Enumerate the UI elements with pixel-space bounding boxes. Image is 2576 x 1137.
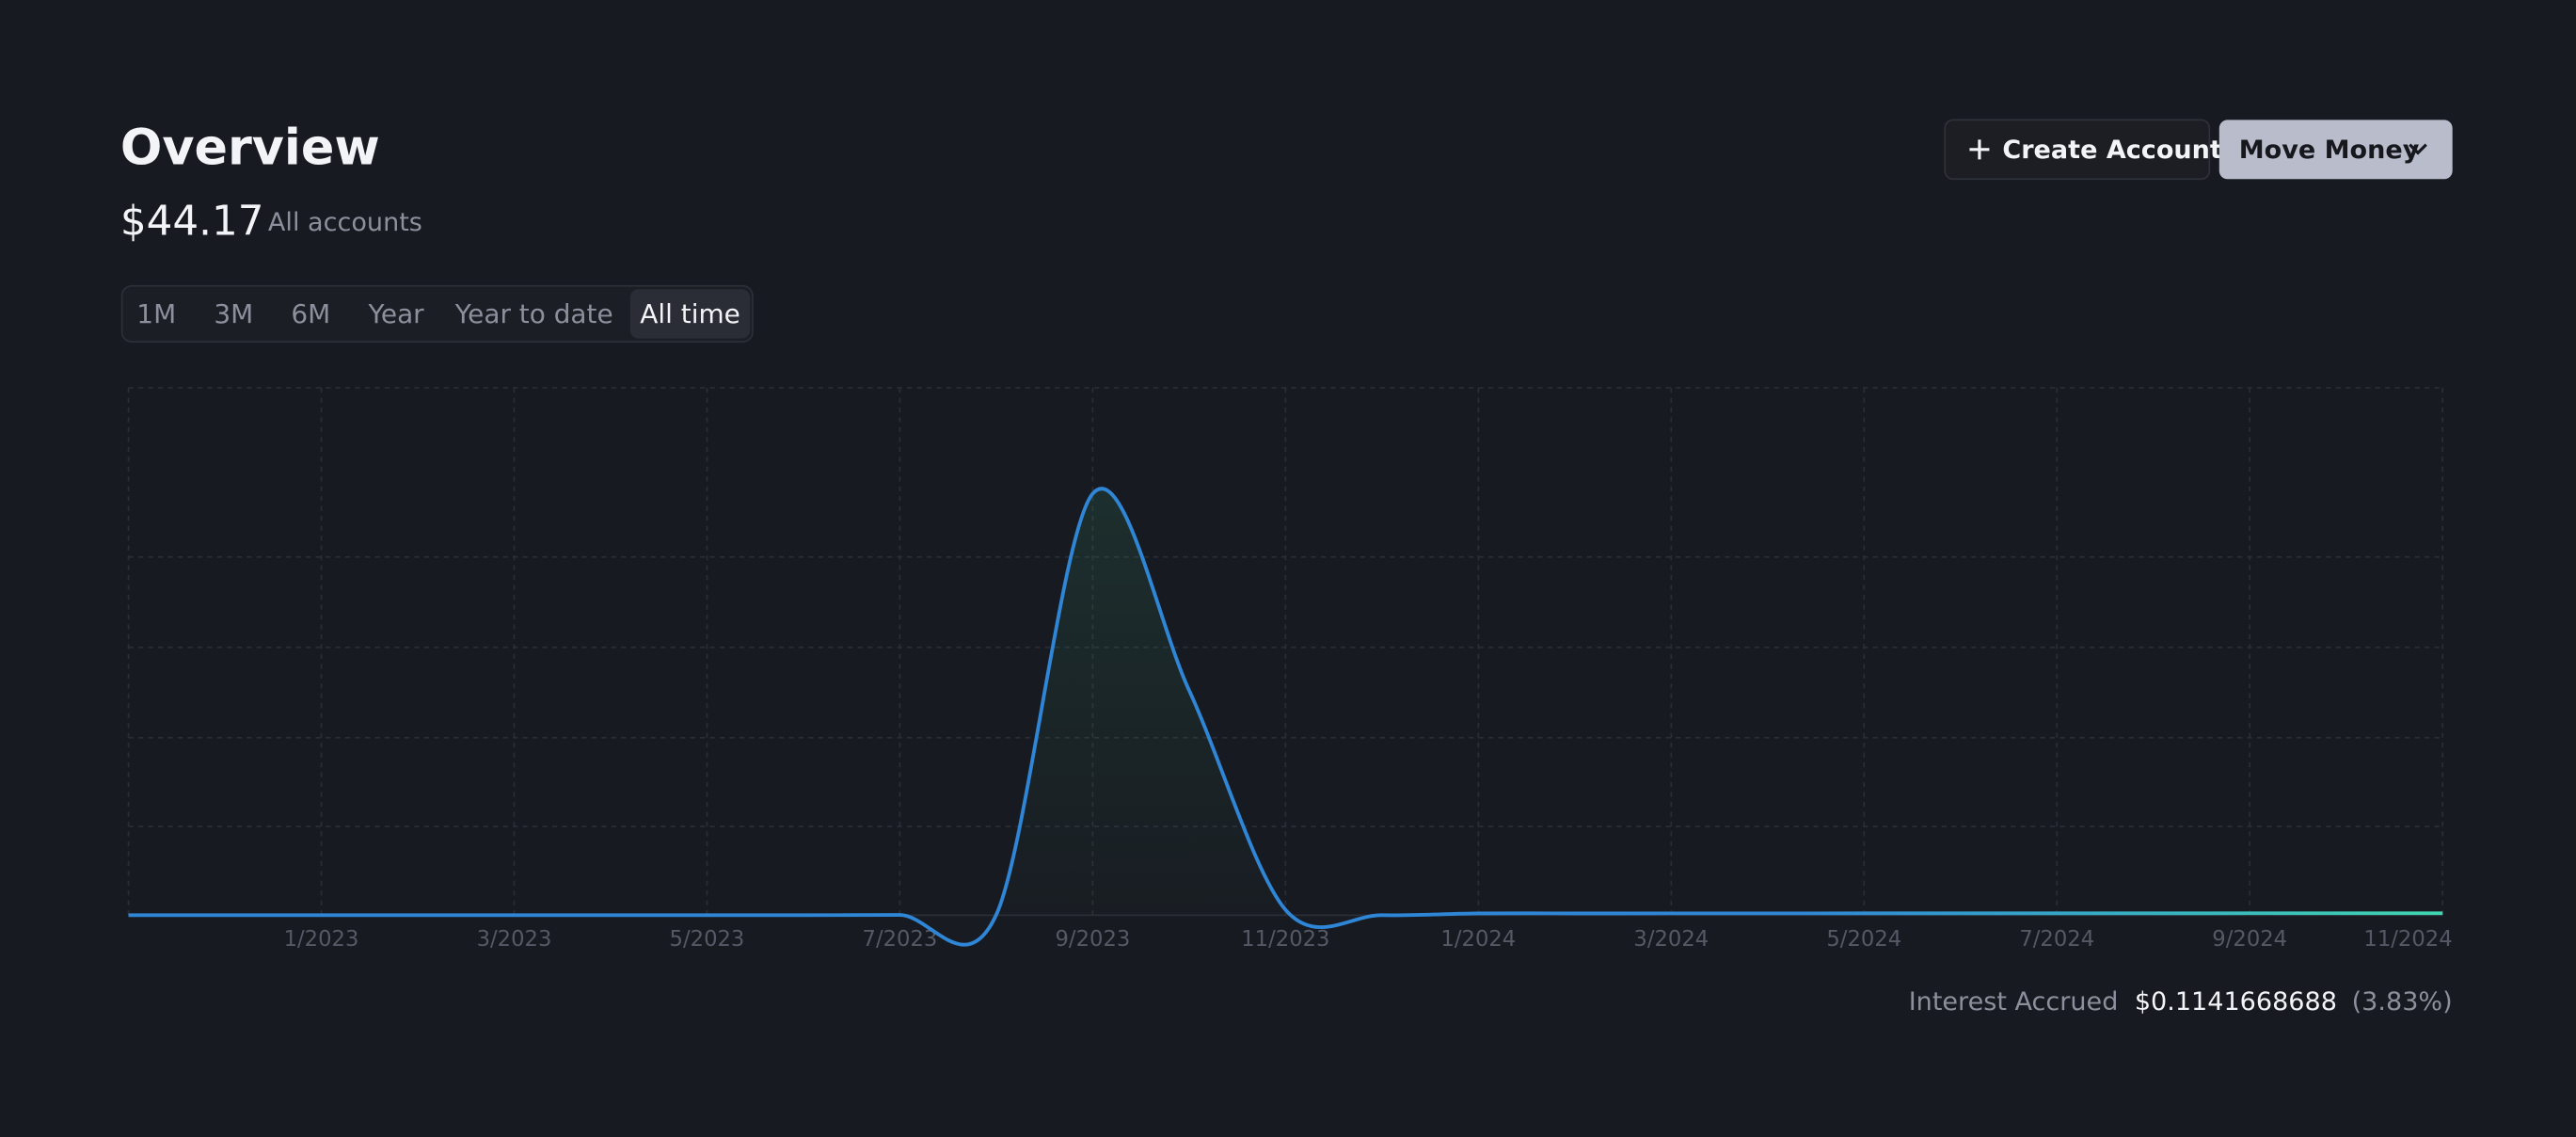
move-money-button[interactable] — [2218, 120, 2453, 180]
range-tab[interactable]: Year to date — [454, 298, 613, 329]
range-tab[interactable]: 6M — [291, 298, 330, 329]
interest-amount: $0.1141668688 — [2135, 986, 2337, 1016]
x-tick-label: 9/2024 — [2212, 927, 2287, 952]
x-tick-label: 5/2024 — [1826, 927, 1901, 952]
x-tick-label: 3/2023 — [477, 927, 552, 952]
x-tick-label: 11/2024 — [2363, 927, 2452, 952]
x-tick-label: 1/2023 — [284, 927, 359, 952]
create-account-button[interactable] — [1944, 119, 2211, 181]
x-tick-label: 1/2024 — [1440, 927, 1516, 952]
x-tick-label: 3/2024 — [1633, 927, 1709, 952]
interest-summary: Interest Accrued $0.1141668688 (3.83%) — [1909, 986, 2453, 1016]
create-account-label: Create Account — [2002, 136, 2222, 165]
x-tick-label: 9/2023 — [1055, 927, 1130, 952]
range-tab[interactable]: Year — [368, 298, 425, 329]
balance: $44.17 — [120, 197, 264, 245]
x-tick-label: 7/2023 — [863, 927, 938, 952]
plus-icon — [1969, 139, 1990, 160]
range-tab[interactable]: 3M — [214, 298, 253, 329]
active-tab[interactable] — [629, 289, 751, 339]
range-tab[interactable]: All time — [640, 298, 740, 329]
x-tick-label: 7/2024 — [2019, 927, 2094, 952]
x-tick-label: 11/2023 — [1241, 927, 1329, 952]
line — [128, 487, 2443, 947]
page-title: Overview — [120, 120, 380, 177]
balance-label: All accounts — [268, 208, 422, 237]
interest-percent: (3.83%) — [2352, 986, 2453, 1016]
x-tick-label: 5/2023 — [670, 927, 745, 952]
chevron-icon — [2409, 143, 2427, 155]
range-tabs — [120, 284, 754, 343]
interest-label: Interest Accrued — [1909, 986, 2119, 1016]
range-tab[interactable]: 1M — [136, 298, 176, 329]
move-money-label: Move Money — [2239, 136, 2420, 165]
